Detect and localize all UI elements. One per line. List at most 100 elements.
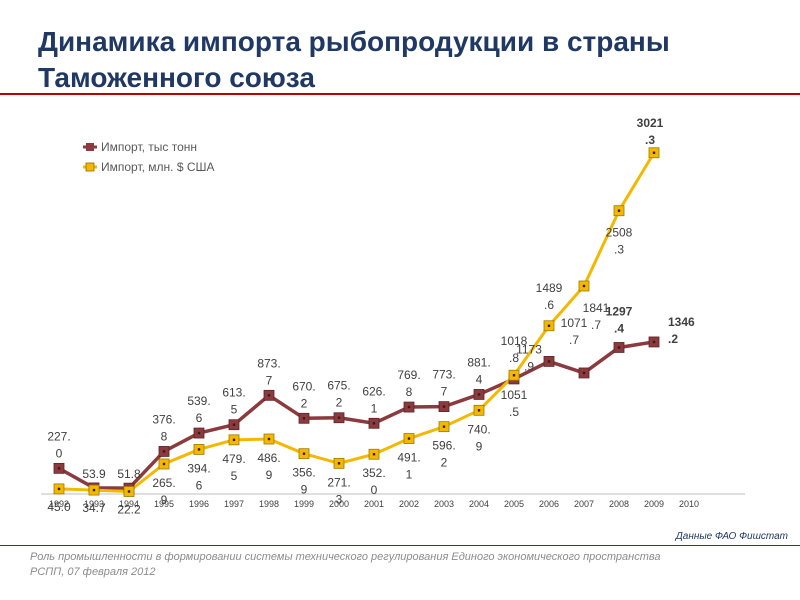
series-lines <box>58 151 656 493</box>
usd-data-label: 356. 9 <box>292 466 315 497</box>
tonnes-point-center <box>267 394 271 397</box>
usd-data-label: 1841.7 <box>583 301 610 332</box>
usd-point-center <box>372 453 376 456</box>
usd-point-center <box>582 284 586 288</box>
x-tick-label: 1994 <box>119 499 139 509</box>
usd-data-label: 486. 9 <box>257 451 280 482</box>
x-tick-label: 2006 <box>539 499 559 509</box>
tonnes-data-label: 227. 0 <box>47 429 70 460</box>
usd-data-label: 271. 3 <box>327 475 350 506</box>
tonnes-data-label: 51.8 <box>117 467 141 481</box>
footer-line-2: РСПП, 07 февраля 2012 <box>30 566 156 578</box>
title-line-1: Динамика импорта рыбопродукции в страны <box>38 26 670 57</box>
tonnes-data-label: 53.9 <box>82 467 106 481</box>
footer: Роль промышленности в формировании систе… <box>30 550 790 580</box>
usd-data-label: 265. 9 <box>152 476 175 507</box>
tonnes-data-label: 1297.4 <box>606 304 633 335</box>
tonnes-data-label: 626. 1 <box>362 384 385 415</box>
data-labels: 227. 0 53.9 51.8 376. 8 539. 6 613. 5 873. 7 670. 2 67… <box>47 116 695 517</box>
tonnes-data-label: 675. 2 <box>327 379 350 410</box>
usd-data-label: 394. 6 <box>187 461 210 492</box>
usd-point-center <box>267 437 271 441</box>
usd-point-center <box>617 209 621 212</box>
usd-point-center <box>337 462 341 465</box>
legend-tonnes-marker <box>86 143 94 151</box>
x-tick-label: 2001 <box>364 499 384 509</box>
x-tick-label: 1998 <box>259 499 279 509</box>
usd-point-center <box>652 151 656 154</box>
slide-title: Динамика импорта рыбопродукции в страны … <box>38 24 778 96</box>
usd-point-center <box>127 490 131 493</box>
tonnes-point-center <box>547 360 551 363</box>
x-tick-label: 2002 <box>399 499 419 509</box>
tonnes-data-label: 1018.8 <box>501 334 528 365</box>
title-divider <box>0 93 800 95</box>
x-tick-label: 1995 <box>154 499 174 509</box>
legend-usd-label: Импорт, млн. $ США <box>101 160 215 174</box>
usd-point-center <box>92 488 96 492</box>
tonnes-data-label: 873. 7 <box>257 356 280 387</box>
usd-data-label: 491. 1 <box>397 451 420 482</box>
tonnes-point-center <box>582 371 586 375</box>
x-tick-label: 2010 <box>679 499 699 509</box>
tonnes-point-center <box>162 450 166 453</box>
x-tick-label: 2005 <box>504 499 524 509</box>
tonnes-data-label: 1346.2 <box>668 315 695 346</box>
x-tick-label: 2004 <box>469 499 489 509</box>
tonnes-data-label: 539. 6 <box>187 394 210 425</box>
tonnes-data-label: 1173.9 <box>516 342 542 373</box>
usd-data-label: 596. 2 <box>432 439 455 470</box>
tonnes-point-center <box>442 405 446 408</box>
usd-point-center <box>197 448 201 451</box>
x-tick-label: 2009 <box>644 499 664 509</box>
x-tick-label: 1997 <box>224 499 244 509</box>
tonnes-data-label: 613. 5 <box>222 386 245 417</box>
series-usd-line <box>58 151 656 493</box>
x-axis-ticks: 1992 1993 1994 1995 1996 1997 1998 1999 2000 2001… <box>49 499 699 509</box>
footer-divider <box>0 545 800 546</box>
usd-data-label: 2508.3 <box>606 226 633 257</box>
data-source: Данные ФАО Фишстат <box>675 531 788 542</box>
x-tick-label: 2008 <box>609 499 629 509</box>
usd-data-label: 1489.6 <box>536 281 563 312</box>
tonnes-point-center <box>617 346 621 349</box>
tonnes-point-center <box>302 417 306 420</box>
legend-tonnes-label: Импорт, тыс тонн <box>101 140 197 154</box>
usd-point-center <box>407 437 411 440</box>
x-tick-label: 1992 <box>49 499 69 509</box>
x-tick-label: 2000 <box>329 499 349 509</box>
tonnes-data-label: 376. 8 <box>152 412 175 443</box>
usd-point-center <box>57 487 61 491</box>
tonnes-data-label: 773. 7 <box>432 368 455 399</box>
series-points <box>53 147 660 497</box>
title-line-2: Таможенного союза <box>38 62 315 93</box>
tonnes-data-label: 1071.7 <box>561 316 588 347</box>
x-tick-label: 2003 <box>434 499 454 509</box>
tonnes-point-center <box>232 423 236 426</box>
usd-point-center <box>477 409 481 412</box>
usd-data-label: 45.0 <box>47 500 71 514</box>
usd-data-label: 352. 0 <box>362 466 385 497</box>
usd-data-label: 22.2 <box>117 502 141 516</box>
usd-point-center <box>302 452 306 455</box>
usd-data-label: 3021.3 <box>637 116 664 147</box>
legend: Импорт, тыс тонн Импорт, млн. $ США <box>83 140 215 174</box>
usd-data-label: 1051.5 <box>501 388 528 419</box>
x-tick-label: 1996 <box>189 499 209 509</box>
tonnes-data-label: 769. 8 <box>397 368 420 399</box>
x-tick-label: 1999 <box>294 499 314 509</box>
tonnes-point-center <box>57 467 61 470</box>
usd-point-center <box>442 425 446 428</box>
tonnes-point-center <box>407 405 411 409</box>
footer-line-1: Роль промышленности в формировании систе… <box>30 551 661 563</box>
x-tick-label: 2007 <box>574 499 594 509</box>
tonnes-data-label: 670. 2 <box>292 379 315 410</box>
usd-data-label: 740. 9 <box>467 422 490 453</box>
usd-point-center <box>232 438 236 442</box>
series-tonnes-line <box>58 340 655 490</box>
legend-usd-marker <box>85 162 95 172</box>
tonnes-point-center <box>652 340 656 344</box>
tonnes-point-center <box>477 393 481 396</box>
usd-data-label: 34.7 <box>82 501 106 515</box>
